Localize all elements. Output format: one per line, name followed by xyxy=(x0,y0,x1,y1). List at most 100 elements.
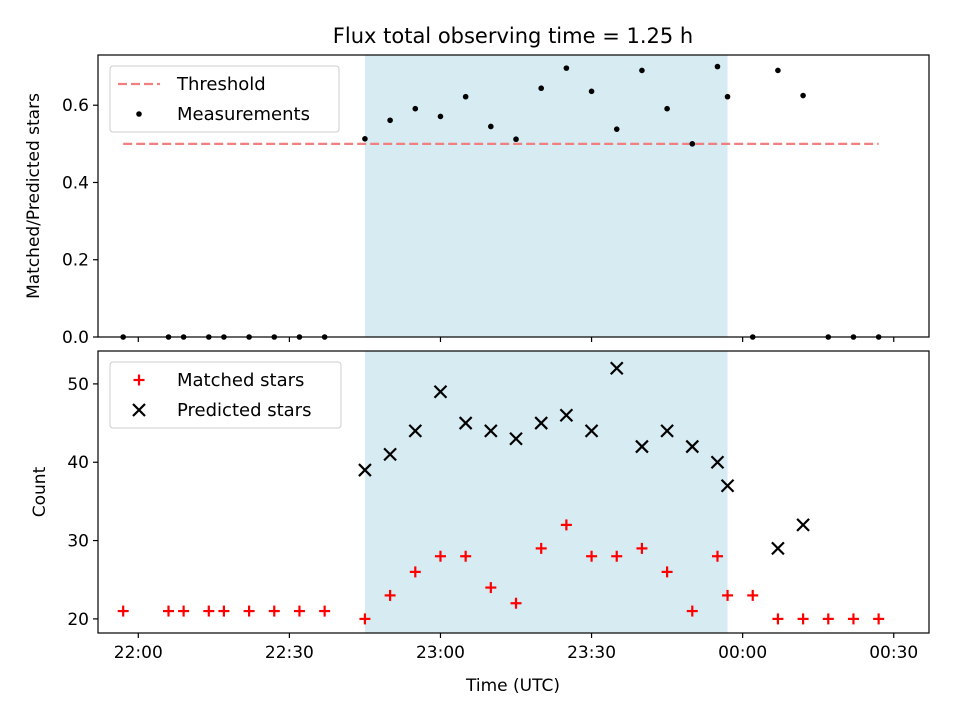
bottom-legend-box xyxy=(109,361,342,429)
matched-star-point xyxy=(772,613,784,625)
measurement-point xyxy=(437,113,444,120)
matched-star-point xyxy=(178,605,190,617)
matched-star-point xyxy=(847,613,859,625)
measurement-point xyxy=(563,65,570,71)
y-tick-label: 0.2 xyxy=(62,251,89,271)
matched-star-point xyxy=(822,613,834,625)
predicted-star-point xyxy=(408,424,423,438)
top-yticks: 0.0 0.2 0.4 0.6 xyxy=(62,96,98,348)
x-tick-label: 23:00 xyxy=(416,643,465,663)
y-tick-label: 0.0 xyxy=(62,328,89,348)
bottom-yticks: 20 30 40 50 xyxy=(67,375,98,630)
matched-star-point xyxy=(218,605,230,617)
matched-star-point xyxy=(636,542,648,554)
matched-star-point xyxy=(409,566,421,578)
measurement-point xyxy=(775,67,781,74)
measurement-point xyxy=(488,123,494,130)
measurement-point xyxy=(800,92,806,99)
matched-star-point xyxy=(711,550,723,562)
predicted-star-point xyxy=(685,439,700,454)
bottom-markers xyxy=(117,361,885,625)
matched-star-point xyxy=(747,589,759,601)
predicted-star-point xyxy=(609,361,624,376)
y-tick-label: 0.4 xyxy=(62,173,89,193)
bottom-frame xyxy=(97,350,930,634)
predicted-star-point xyxy=(458,416,473,430)
predicted-star-point xyxy=(796,518,810,532)
predicted-star-point xyxy=(710,455,725,470)
legend-measurements-label: Measurements xyxy=(177,104,310,125)
matched-star-point xyxy=(661,566,673,578)
matched-star-point xyxy=(319,605,331,617)
matched-star-point xyxy=(243,605,255,617)
measurement-point xyxy=(714,63,721,70)
predicted-star-point xyxy=(433,384,448,399)
matched-star-point xyxy=(460,550,472,562)
top-xticks xyxy=(137,337,895,342)
measurement-point xyxy=(588,88,595,95)
top-frame xyxy=(97,54,930,338)
predicted-star-point xyxy=(559,408,574,423)
predicted-star-point xyxy=(509,431,523,446)
predicted-star-point xyxy=(660,424,674,438)
matched-star-point xyxy=(686,605,698,617)
matched-star-point xyxy=(873,613,885,625)
measurement-point xyxy=(462,93,469,100)
y-tick-label: 50 xyxy=(67,375,89,395)
legend-predicted-swatch xyxy=(132,403,146,417)
measurement-point xyxy=(639,67,645,74)
legend-matched-label: Matched stars xyxy=(177,370,304,391)
matched-star-point xyxy=(560,519,572,531)
measurement-point xyxy=(387,117,393,124)
matched-star-point xyxy=(586,550,598,562)
legend-predicted-label: Predicted stars xyxy=(177,400,311,421)
measurement-point xyxy=(664,105,670,112)
x-axis-label: Time (UTC) xyxy=(465,676,560,696)
measurement-point xyxy=(724,93,731,100)
y-tick-label: 30 xyxy=(67,532,89,552)
x-tick-label: 22:00 xyxy=(114,643,163,663)
predicted-star-point xyxy=(771,541,785,556)
measurement-point xyxy=(538,85,544,92)
matched-star-point xyxy=(293,605,305,617)
x-tick-label: 23:30 xyxy=(567,643,616,663)
y-tick-label: 0.6 xyxy=(62,96,89,116)
predicted-star-point xyxy=(484,424,498,438)
top-ylabel: Matched/Predicted stars xyxy=(24,93,44,299)
predicted-star-point xyxy=(584,424,599,438)
x-tick-label: 22:30 xyxy=(265,643,314,663)
predicted-star-point xyxy=(635,439,649,454)
matched-star-point xyxy=(722,589,734,601)
y-tick-label: 20 xyxy=(67,610,89,630)
matched-star-point xyxy=(535,542,547,554)
predicted-star-point xyxy=(534,416,548,430)
measurement-point xyxy=(689,141,696,147)
predicted-star-point xyxy=(383,447,397,462)
measurement-point xyxy=(613,126,620,132)
matched-star-point xyxy=(203,605,215,617)
x-tick-label: 00:30 xyxy=(869,643,918,663)
x-tick-label: 00:00 xyxy=(718,643,767,663)
measurement-point xyxy=(412,105,419,112)
matched-star-point xyxy=(611,550,623,562)
top-panel: 0.0 0.2 0.4 0.6 Matched/Predicted stars Thr… xyxy=(24,54,930,348)
matched-star-point xyxy=(359,613,371,625)
chart-title: Flux total observing time = 1.25 h xyxy=(333,24,693,48)
legend-threshold-label: Threshold xyxy=(176,74,266,95)
legend-matched-swatch xyxy=(133,374,145,386)
bottom-legend: Matched stars Predicted stars xyxy=(109,361,342,429)
predicted-star-point xyxy=(358,463,372,477)
legend-measurements-swatch xyxy=(136,111,142,117)
matched-star-point xyxy=(510,597,522,609)
measurement-point xyxy=(513,136,519,143)
top-legend-box xyxy=(109,65,340,133)
matched-star-point xyxy=(384,589,396,601)
predicted-star-point xyxy=(720,478,735,493)
matched-star-point xyxy=(434,550,446,562)
measurement-point xyxy=(362,136,368,142)
bottom-ylabel: Count xyxy=(30,466,50,517)
matched-star-point xyxy=(268,605,280,617)
matched-star-point xyxy=(485,582,497,594)
